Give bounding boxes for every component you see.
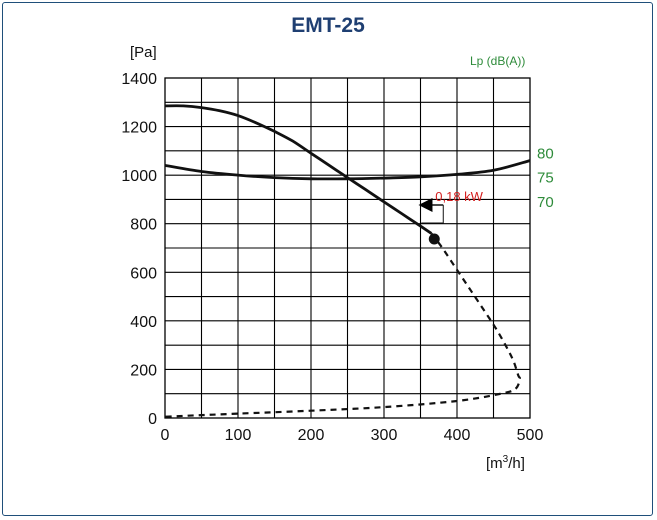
secondary-tick-label: 80 xyxy=(537,145,554,162)
secondary-tick-label: 75 xyxy=(537,170,554,187)
x-tick-label: 100 xyxy=(225,427,252,444)
annotation-bracket xyxy=(421,205,444,224)
secondary-tick-label: 70 xyxy=(537,194,554,211)
series-line-2 xyxy=(164,232,522,418)
chart-title: EMT-25 xyxy=(291,14,365,37)
chart-frame xyxy=(2,2,653,516)
x-tick-label: 400 xyxy=(444,427,471,444)
y-tick-label: 1200 xyxy=(121,120,157,137)
y-tick-label: 1000 xyxy=(121,168,157,185)
y-tick-label: 600 xyxy=(130,265,157,282)
y-tick-label: 1400 xyxy=(121,71,157,88)
series-line-3 xyxy=(164,159,531,181)
y-tick-label: 200 xyxy=(130,362,157,379)
y-tick-label: 400 xyxy=(130,314,157,331)
x-tick-label: 500 xyxy=(517,427,544,444)
power-annotation-label: 0,18 kW xyxy=(435,189,483,204)
secondary-axis-label: Lp (dB(A)) xyxy=(470,54,525,68)
y-tick-label: 800 xyxy=(130,217,157,234)
x-tick-label: 300 xyxy=(371,427,398,444)
y-axis-label: [Pa] xyxy=(130,44,157,61)
x-axis-label: [m3/h] xyxy=(486,454,525,472)
series-line-1 xyxy=(164,104,433,235)
operating-point-marker xyxy=(428,233,440,245)
y-tick-label: 0 xyxy=(148,411,157,428)
x-tick-label: 0 xyxy=(161,427,170,444)
x-tick-label: 200 xyxy=(298,427,325,444)
